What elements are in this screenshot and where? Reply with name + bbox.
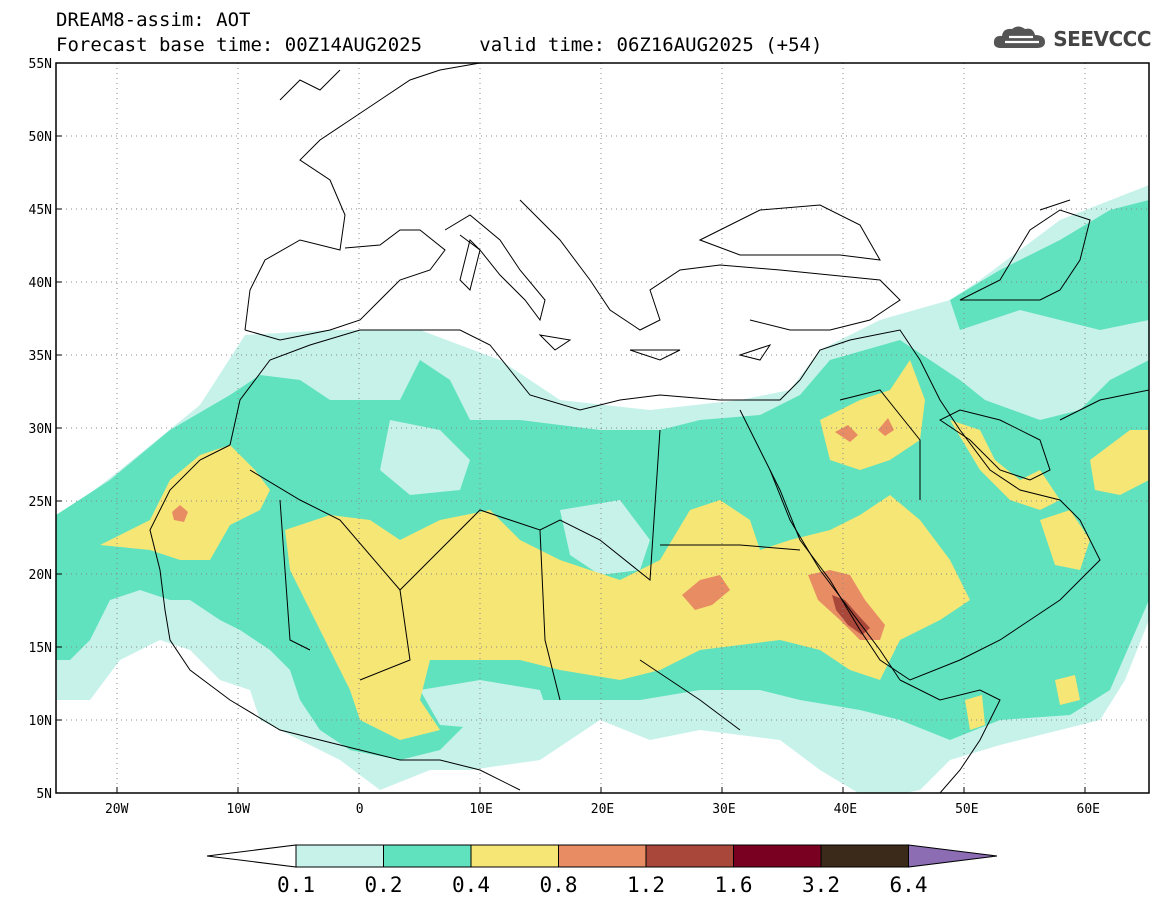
aot-gap-sahara-n bbox=[380, 420, 470, 495]
lon-label-30E: 30E bbox=[712, 802, 735, 817]
valid-time-text: valid time: 06Z16AUG2025 (+54) bbox=[479, 34, 823, 56]
logo-text: SEEVCCC bbox=[1053, 27, 1151, 51]
tick-marks bbox=[56, 135, 1086, 793]
seevccc-logo: SEEVCCC bbox=[991, 24, 1151, 54]
lat-label-50N: 50N bbox=[29, 130, 52, 145]
aot-contour-0.2-caspian bbox=[950, 200, 1149, 330]
lat-label-15N: 15N bbox=[29, 641, 52, 656]
aot-contour-0.8-sudan bbox=[682, 575, 730, 610]
colorbar-bin-0.8-1.2 bbox=[558, 844, 647, 868]
base-time-text: Forecast base time: 00Z14AUG2025 bbox=[56, 34, 423, 56]
colorbar-label-1.2: 1.2 bbox=[627, 873, 665, 897]
aot-contour-0.8-arabia bbox=[835, 418, 894, 442]
lon-label-40E: 40E bbox=[834, 802, 857, 817]
colorbar-upper-arrow bbox=[908, 844, 998, 868]
forecast-base-time: Forecast base time: 00Z14AUG2025 valid t… bbox=[56, 35, 822, 55]
lat-label-55N: 55N bbox=[29, 57, 52, 72]
colorbar-bin-0.2-0.4 bbox=[383, 844, 472, 868]
colorbar-labels: 0.1 0.2 0.4 0.8 1.2 1.6 3.2 6.4 bbox=[277, 873, 927, 897]
lon-label-0: 0 bbox=[356, 802, 364, 817]
colorbar-label-0.4: 0.4 bbox=[452, 873, 490, 897]
aot-gap-libya bbox=[560, 500, 650, 575]
lon-label-20E: 20E bbox=[591, 802, 614, 817]
lon-label-10E: 10E bbox=[469, 802, 492, 817]
aot-gap-sahel bbox=[420, 680, 550, 730]
lon-label-20W: 20W bbox=[105, 802, 129, 817]
colorbar-label-6.4: 6.4 bbox=[890, 873, 928, 897]
aot-contour-0.4-west bbox=[100, 445, 270, 560]
aot-contour-0.8-mauritania bbox=[172, 505, 188, 522]
colorbar-label-1.6: 1.6 bbox=[715, 873, 753, 897]
aot-contour-0.4-horn bbox=[965, 695, 985, 730]
lat-label-35N: 35N bbox=[29, 349, 52, 364]
aot-contour-0.4-central bbox=[285, 495, 970, 740]
colorbar-label-0.8: 0.8 bbox=[540, 873, 578, 897]
lat-label-5N: 5N bbox=[36, 787, 52, 802]
map-title: DREAM8-assim: AOT bbox=[56, 9, 251, 31]
colorbar-label-0.1: 0.1 bbox=[277, 873, 315, 897]
latitude-labels: 55N 50N 45N 40N 35N 30N 25N 20N 15N 10N 5N bbox=[29, 57, 52, 802]
colorbar-label-3.2: 3.2 bbox=[802, 873, 840, 897]
aot-contour-0.4-arabia bbox=[820, 360, 925, 470]
colorbar-bin-1.6-3.2 bbox=[733, 844, 822, 868]
aot-contour-0.4-oman bbox=[1040, 510, 1090, 570]
aot-contour-0.4-iran bbox=[1090, 430, 1149, 495]
colorbar-bin-3.2-6.4 bbox=[820, 844, 909, 868]
lon-label-50E: 50E bbox=[955, 802, 978, 817]
aot-contour-0.4-somalia bbox=[1055, 675, 1080, 705]
aot-field bbox=[56, 185, 1149, 793]
grid-lines bbox=[56, 63, 1149, 793]
colorbar-bin-0.4-0.8 bbox=[470, 844, 559, 868]
lat-label-10N: 10N bbox=[29, 714, 52, 729]
lat-label-20N: 20N bbox=[29, 568, 52, 583]
lat-label-30N: 30N bbox=[29, 422, 52, 437]
colorbar-bin-0.1-0.2 bbox=[295, 844, 384, 868]
lon-label-60E: 60E bbox=[1077, 802, 1100, 817]
lon-label-10W: 10W bbox=[226, 802, 250, 817]
coastlines bbox=[149, 63, 1149, 793]
lat-label-25N: 25N bbox=[29, 495, 52, 510]
colorbar-label-0.2: 0.2 bbox=[365, 873, 403, 897]
lat-label-45N: 45N bbox=[29, 203, 52, 218]
colorbar bbox=[206, 844, 998, 868]
colorbar-lower-arrow bbox=[206, 844, 297, 868]
aot-contour-0.4-gulf bbox=[950, 420, 1060, 510]
colorbar-bin-1.2-1.6 bbox=[645, 844, 734, 868]
lat-label-40N: 40N bbox=[29, 276, 52, 291]
cloud-icon bbox=[994, 26, 1046, 48]
longitude-labels: 20W 10W 0 10E 20E 30E 40E 50E 60E bbox=[105, 802, 1100, 817]
